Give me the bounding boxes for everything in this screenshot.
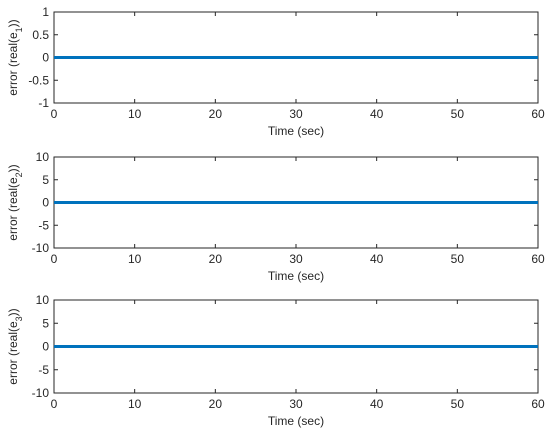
y-tick-label: 0 [42, 196, 49, 210]
y-axis-label: error (real(e2)) [6, 164, 24, 240]
y-axis-label-suffix: )) [6, 19, 20, 27]
x-tick-label: 30 [289, 107, 303, 121]
y-tick-label: -0.5 [28, 73, 49, 87]
x-tick-label: 60 [531, 397, 545, 411]
y-axis-label: error (real(e3)) [6, 308, 24, 384]
x-tick-label: 40 [370, 397, 384, 411]
x-tick-label: 20 [209, 252, 223, 266]
x-tick-label: 10 [128, 252, 142, 266]
x-tick-label: 50 [451, 252, 465, 266]
x-tick-label: 0 [51, 107, 58, 121]
y-tick-label: -10 [32, 241, 50, 255]
y-axis-label-subscript: 2 [14, 172, 24, 177]
y-tick-label: 5 [42, 316, 49, 330]
plot-3: 0 10 20 30 40 50 60 -10 -5 0 5 10 Time (sec) error (r… [6, 293, 545, 428]
x-tick-label: 50 [451, 397, 465, 411]
y-tick-label: 10 [36, 293, 50, 307]
y-axis-label: error (real(e1)) [6, 19, 24, 95]
x-tick-label: 10 [128, 397, 142, 411]
x-tick-label: 20 [209, 397, 223, 411]
y-tick-label: 0 [42, 340, 49, 354]
x-tick-label: 30 [289, 397, 303, 411]
y-tick-label: -1 [38, 96, 49, 110]
x-tick-label: 60 [531, 107, 545, 121]
y-axis-label-subscript: 1 [14, 27, 24, 32]
y-tick-label: -10 [32, 386, 50, 400]
plot-1: 0 10 20 30 40 50 60 -1 -0.5 0 0.5 1 Time (sec) error … [6, 5, 545, 138]
x-tick-label: 30 [289, 252, 303, 266]
plot-2: 0 10 20 30 40 50 60 -10 -5 0 5 10 Time (sec) error (r… [6, 150, 545, 283]
x-tick-label: 0 [51, 252, 58, 266]
x-tick-label: 40 [370, 107, 384, 121]
y-tick-label: -5 [38, 218, 49, 232]
y-tick-label: -5 [38, 363, 49, 377]
y-axis-label-suffix: )) [6, 164, 20, 172]
y-tick-label: 1 [42, 5, 49, 19]
x-axis-label: Time (sec) [268, 124, 324, 138]
y-axis-label-suffix: )) [6, 308, 20, 316]
x-tick-label: 10 [128, 107, 142, 121]
y-tick-label: 5 [42, 173, 49, 187]
y-axis-label-subscript: 3 [14, 316, 24, 321]
y-axis-label-prefix: error (real(e [6, 177, 20, 241]
x-tick-label: 40 [370, 252, 384, 266]
x-axis-label: Time (sec) [268, 414, 324, 428]
y-axis-label-prefix: error (real(e [6, 321, 20, 385]
y-tick-label: 0 [42, 51, 49, 65]
x-tick-label: 50 [451, 107, 465, 121]
x-axis-label: Time (sec) [268, 269, 324, 283]
x-tick-label: 60 [531, 252, 545, 266]
x-tick-label: 0 [51, 397, 58, 411]
y-axis-label-prefix: error (real(e [6, 32, 20, 96]
y-tick-label: 0.5 [32, 28, 49, 42]
y-tick-label: 10 [36, 150, 50, 164]
x-tick-label: 20 [209, 107, 223, 121]
